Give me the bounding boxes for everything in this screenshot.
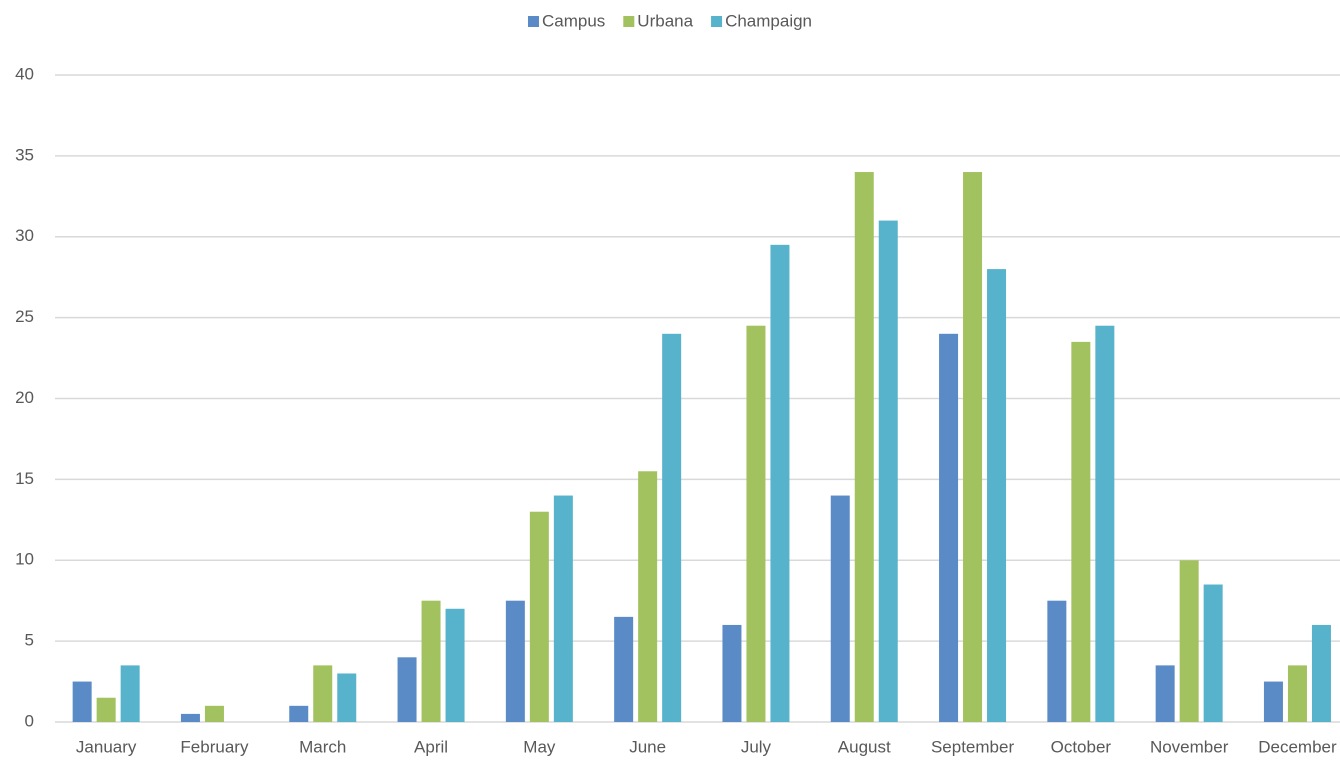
bar — [638, 471, 658, 722]
x-tick-label: February — [180, 737, 249, 756]
x-tick-label: June — [629, 737, 666, 756]
bar — [505, 600, 525, 722]
bar — [746, 325, 766, 722]
bar — [1071, 341, 1091, 722]
bar — [770, 244, 790, 722]
x-tick-label: August — [838, 737, 891, 756]
y-tick-label: 0 — [25, 711, 34, 730]
bar — [830, 495, 850, 722]
bar — [722, 624, 742, 722]
bar — [963, 172, 983, 723]
bar — [120, 665, 140, 722]
bar — [96, 697, 116, 722]
bar — [939, 333, 959, 722]
x-tick-label: October — [1051, 737, 1112, 756]
bar — [1047, 600, 1067, 722]
bar — [878, 220, 898, 722]
y-tick-label: 30 — [15, 226, 34, 245]
bar — [1263, 681, 1283, 722]
y-tick-label: 35 — [15, 145, 34, 164]
bar — [445, 608, 465, 722]
bar — [1311, 624, 1331, 722]
x-tick-label: December — [1258, 737, 1337, 756]
legend-swatch — [527, 16, 539, 27]
bar — [397, 657, 417, 722]
y-tick-label: 40 — [15, 64, 34, 83]
x-tick-label: January — [76, 737, 137, 756]
bar — [614, 616, 634, 722]
bar — [204, 705, 224, 722]
bar — [987, 269, 1007, 722]
x-tick-label: July — [741, 737, 772, 756]
y-tick-label: 15 — [15, 469, 34, 488]
bar — [421, 600, 441, 722]
bar — [337, 673, 357, 722]
bar — [1179, 560, 1199, 722]
bar — [1287, 665, 1307, 722]
bar — [180, 713, 200, 722]
legend-swatch — [711, 16, 723, 27]
y-tick-label: 5 — [25, 631, 34, 650]
x-tick-label: April — [414, 737, 448, 756]
bar — [854, 172, 874, 723]
bar — [72, 681, 92, 722]
y-tick-label: 10 — [15, 550, 34, 569]
y-tick-label: 20 — [15, 388, 34, 407]
y-tick-label: 25 — [15, 307, 34, 326]
bar — [313, 665, 333, 722]
x-tick-label: November — [1150, 737, 1229, 756]
bar — [289, 705, 309, 722]
bar — [662, 333, 682, 722]
x-tick-label: May — [523, 737, 556, 756]
bar — [1203, 584, 1223, 722]
bar — [1155, 665, 1175, 722]
x-tick-label: March — [299, 737, 346, 756]
bar — [1095, 325, 1115, 722]
legend-label: Urbana — [637, 11, 693, 30]
legend-label: Campus — [542, 11, 605, 30]
x-tick-label: September — [931, 737, 1014, 756]
bar — [553, 495, 573, 722]
bar — [529, 511, 549, 722]
legend-swatch — [623, 16, 635, 27]
legend-label: Champaign — [725, 11, 812, 30]
